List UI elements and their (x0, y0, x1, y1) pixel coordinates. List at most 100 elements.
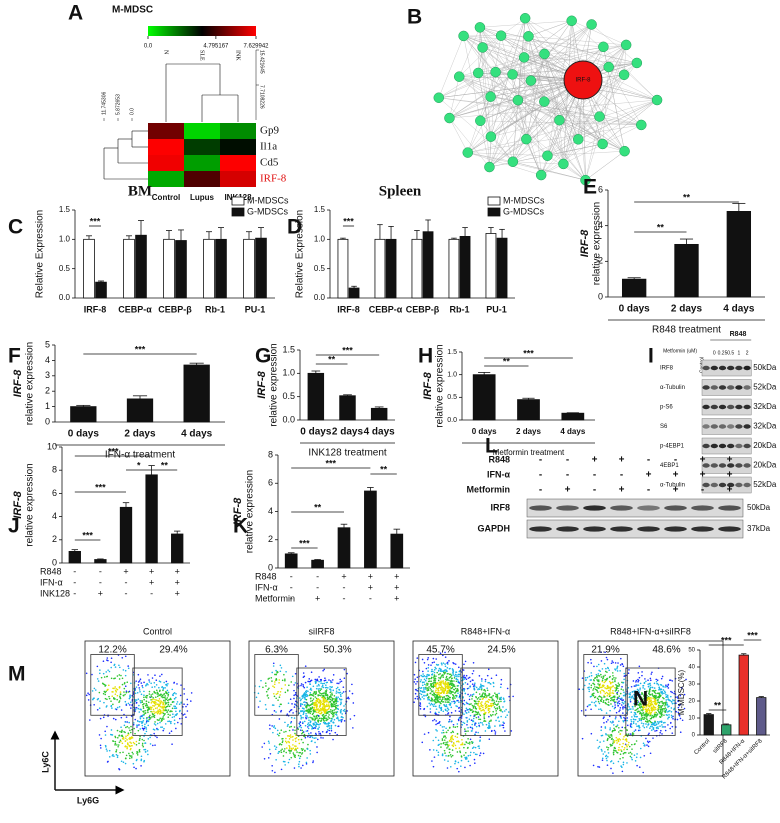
flow-dot (606, 684, 609, 687)
flow-dot (306, 748, 309, 750)
flow-dot (480, 705, 482, 708)
flow-dot (476, 703, 478, 705)
flow-dot (116, 736, 119, 739)
flow-dot (454, 760, 457, 763)
row-label: Cd5 (260, 157, 279, 169)
flow-dot (463, 663, 465, 666)
edge (547, 20, 572, 156)
flow-dot (655, 678, 658, 681)
flow-dot (662, 710, 664, 712)
flow-dot (149, 743, 152, 745)
flow-dot (496, 693, 499, 696)
flow-dot (427, 687, 429, 689)
flow-dot (300, 710, 302, 713)
flow-dot (335, 711, 337, 713)
flow-dot (668, 714, 670, 716)
flow-dot (263, 757, 266, 760)
flow-dot (323, 710, 326, 713)
flow-dot (471, 698, 473, 700)
flow-dot (583, 684, 586, 687)
flow-dot (451, 686, 454, 689)
flow-dot (445, 741, 447, 744)
flow-dot (284, 721, 286, 724)
flow-dot (293, 697, 295, 700)
flow-dot (434, 666, 436, 669)
flow-dot (484, 680, 487, 683)
flow-dot (277, 752, 280, 754)
flow-dot (658, 712, 661, 714)
dendrogram-tick-label: 5.872653 (115, 94, 121, 115)
flow-dot (152, 713, 154, 716)
flow-dot (614, 662, 617, 664)
flow-dot (472, 710, 475, 713)
node (597, 138, 608, 150)
flow-dot (652, 695, 655, 698)
flow-dot (635, 723, 637, 725)
flow-dot (679, 731, 682, 734)
bar (459, 235, 471, 299)
flow-dot (432, 749, 435, 751)
flow-dot (154, 696, 157, 698)
y-tick-label: 2 (52, 534, 57, 544)
flow-dot (154, 692, 157, 694)
flow-dot (296, 751, 298, 753)
flow-dot (138, 680, 141, 682)
flow-dot (681, 719, 684, 722)
flow-dot (607, 734, 609, 736)
flow-dot (480, 688, 483, 691)
x-tick-label: 0 days (472, 427, 497, 436)
node (433, 92, 445, 103)
flow-dot (439, 698, 441, 701)
flow-dot (414, 661, 417, 664)
edge (489, 44, 627, 168)
flow-dot (131, 737, 134, 739)
flow-dot (335, 708, 337, 710)
x-tick-label: 2 days (671, 304, 703, 315)
flow-dot (162, 689, 164, 692)
flow-dot (293, 753, 295, 756)
bar (126, 398, 154, 423)
flow-dot (586, 705, 589, 708)
flow-dot (640, 712, 642, 715)
flow-dot (644, 720, 647, 723)
flow-dot (162, 716, 165, 718)
edge (599, 44, 627, 117)
flow-dot (423, 661, 426, 664)
blot-band (691, 505, 714, 511)
flow-dot (449, 748, 451, 751)
flow-dots (578, 651, 687, 774)
flow-dot (421, 741, 424, 744)
x-tick-label: PU-1 (245, 304, 266, 314)
flow-dot (605, 678, 608, 681)
flow-dot (134, 700, 137, 702)
edge (489, 139, 527, 168)
edge (541, 24, 592, 176)
panel-label: L (485, 435, 498, 458)
flow-dot (91, 690, 94, 692)
flow-dot (103, 701, 105, 704)
flow-dot (273, 683, 276, 686)
flow-dot (327, 697, 330, 700)
flow-dot (622, 742, 624, 745)
flow-dot (150, 682, 152, 685)
flow-dot (454, 744, 457, 747)
gate (254, 654, 299, 716)
node (523, 31, 534, 42)
flow-dot (175, 710, 177, 713)
flow-dot (112, 740, 115, 742)
flow-dot (287, 761, 290, 764)
flow-dot (500, 678, 503, 681)
flow-dot (605, 667, 607, 670)
flow-dot (638, 706, 641, 709)
node (554, 114, 565, 126)
flow-dot (151, 686, 153, 689)
flow-dot (642, 704, 645, 707)
flow-dot (292, 752, 295, 754)
flow-dot (642, 718, 644, 720)
flow-dot (110, 729, 113, 731)
flow-dot (647, 741, 650, 744)
edge (526, 139, 542, 176)
flow-dot (144, 704, 147, 707)
bar (284, 553, 298, 569)
flow-dot (662, 689, 665, 691)
